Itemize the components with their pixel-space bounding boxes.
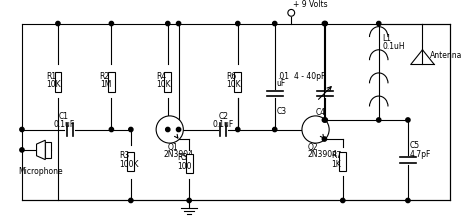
Circle shape bbox=[377, 118, 381, 122]
Text: 100K: 100K bbox=[119, 160, 139, 169]
Text: C3: C3 bbox=[277, 107, 287, 115]
Text: 2N3904: 2N3904 bbox=[308, 150, 338, 159]
Text: L1: L1 bbox=[383, 34, 392, 43]
Bar bbox=[186, 154, 193, 173]
Text: 0.1uF: 0.1uF bbox=[53, 120, 74, 129]
Bar bbox=[165, 72, 171, 92]
Text: C5: C5 bbox=[410, 141, 420, 150]
Text: Q1: Q1 bbox=[168, 143, 178, 151]
Text: R3: R3 bbox=[119, 151, 130, 160]
Circle shape bbox=[156, 116, 184, 143]
Circle shape bbox=[377, 21, 381, 26]
Circle shape bbox=[236, 21, 240, 26]
Text: Microphone: Microphone bbox=[18, 167, 63, 176]
Text: R6: R6 bbox=[226, 72, 236, 81]
Text: 10K: 10K bbox=[226, 80, 241, 89]
Circle shape bbox=[406, 198, 410, 203]
Text: R5: R5 bbox=[177, 153, 188, 162]
Circle shape bbox=[129, 127, 133, 132]
Bar bbox=[54, 72, 61, 92]
Text: Q2: Q2 bbox=[308, 143, 318, 151]
Circle shape bbox=[166, 127, 170, 132]
Bar bbox=[235, 72, 241, 92]
Text: 0.1uF: 0.1uF bbox=[212, 120, 234, 129]
Text: uF: uF bbox=[277, 79, 286, 88]
Text: 4.7pF: 4.7pF bbox=[410, 150, 431, 159]
Text: C1: C1 bbox=[59, 112, 69, 121]
Text: .01: .01 bbox=[277, 72, 289, 81]
Text: 1M: 1M bbox=[100, 80, 111, 89]
Text: 4 - 40pF: 4 - 40pF bbox=[294, 72, 325, 81]
Circle shape bbox=[20, 127, 24, 132]
Text: 10K: 10K bbox=[156, 80, 171, 89]
Circle shape bbox=[109, 21, 114, 26]
Bar bbox=[339, 152, 346, 171]
Text: C2: C2 bbox=[218, 112, 228, 121]
Circle shape bbox=[129, 198, 133, 203]
Circle shape bbox=[166, 21, 170, 26]
Text: R1: R1 bbox=[46, 72, 56, 81]
Circle shape bbox=[56, 21, 60, 26]
Text: R4: R4 bbox=[156, 72, 166, 81]
Circle shape bbox=[323, 118, 327, 122]
Bar bbox=[108, 72, 115, 92]
Circle shape bbox=[322, 21, 326, 26]
Circle shape bbox=[187, 198, 191, 203]
Bar bbox=[127, 152, 134, 171]
Circle shape bbox=[272, 21, 277, 26]
Circle shape bbox=[288, 10, 295, 16]
Text: R2: R2 bbox=[100, 72, 110, 81]
Text: 10K: 10K bbox=[46, 80, 61, 89]
Text: R7: R7 bbox=[331, 151, 342, 160]
Circle shape bbox=[236, 127, 240, 132]
Circle shape bbox=[272, 127, 277, 132]
Circle shape bbox=[109, 127, 114, 132]
Text: C4: C4 bbox=[315, 108, 326, 117]
Circle shape bbox=[406, 118, 410, 122]
Circle shape bbox=[341, 198, 345, 203]
Text: 2N3904: 2N3904 bbox=[164, 150, 194, 159]
Circle shape bbox=[322, 137, 326, 141]
Bar bbox=[45, 142, 51, 158]
Text: 1K: 1K bbox=[331, 160, 341, 169]
Circle shape bbox=[176, 127, 181, 132]
Text: + 9 Volts: + 9 Volts bbox=[293, 0, 328, 9]
Text: 0.1uH: 0.1uH bbox=[383, 42, 405, 51]
Polygon shape bbox=[36, 140, 45, 160]
Circle shape bbox=[302, 116, 329, 143]
Text: Antenna: Antenna bbox=[430, 51, 463, 60]
Circle shape bbox=[20, 148, 24, 152]
Circle shape bbox=[176, 21, 181, 26]
Circle shape bbox=[323, 21, 327, 26]
Text: 100: 100 bbox=[177, 162, 192, 171]
Circle shape bbox=[322, 118, 326, 122]
